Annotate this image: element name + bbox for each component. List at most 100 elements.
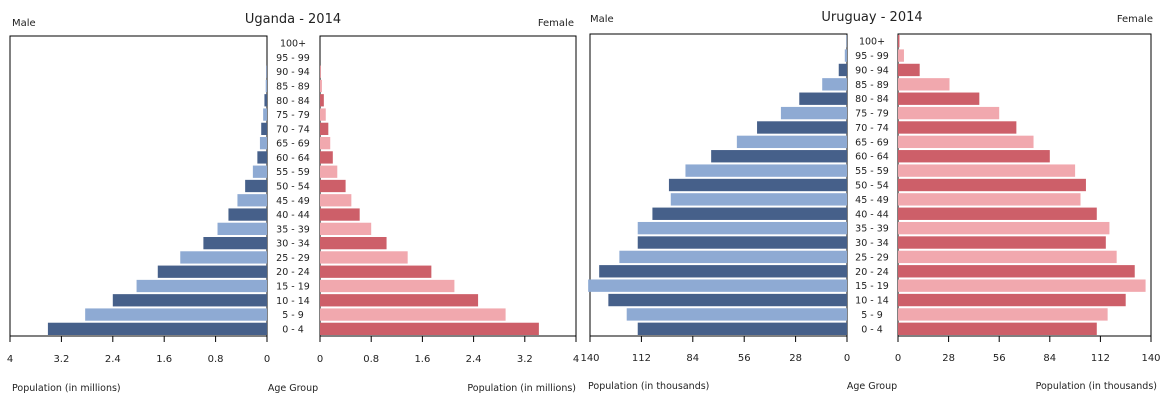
female-bar-5-9	[320, 308, 506, 321]
male-tick-label: 56	[738, 353, 751, 364]
male-bar-10-14	[608, 293, 847, 307]
male-bar-15-19	[136, 279, 267, 293]
age-group-label: 5 - 9	[861, 310, 883, 321]
right-axis-label: Population (in thousands)	[1036, 381, 1157, 392]
male-bar-80-84	[799, 92, 847, 105]
male-bar-55-59	[252, 165, 267, 178]
male-bar-30-34	[203, 237, 267, 250]
female-bar-85-89	[898, 78, 950, 91]
left-axis-label: Population (in thousands)	[588, 381, 709, 392]
age-group-label: 55 - 59	[855, 166, 889, 177]
age-group-label: 100+	[859, 37, 885, 48]
age-group-label: 10 - 14	[855, 296, 889, 307]
male-bar-35-39	[217, 222, 267, 235]
age-group-label: 90 - 94	[276, 67, 310, 78]
female-tick-label: 1.6	[414, 354, 430, 365]
male-tick-label: 28	[789, 353, 802, 364]
female-bar-80-84	[898, 92, 980, 105]
female-bar-85-89	[320, 79, 322, 93]
male-bar-0-4	[47, 322, 267, 335]
female-bar-70-74	[320, 122, 329, 135]
male-tick-label: 1.6	[156, 354, 172, 365]
female-tick-label: 3.2	[517, 354, 533, 365]
male-bar-85-89	[265, 79, 267, 93]
male-bar-60-64	[257, 151, 267, 164]
female-bar-5-9	[898, 308, 1108, 321]
female-bar-10-14	[898, 293, 1126, 307]
age-group-label: 95 - 99	[276, 53, 310, 64]
female-bar-20-24	[898, 265, 1135, 278]
female-bar-35-39	[898, 221, 1110, 235]
age-group-label: 0 - 4	[282, 324, 304, 335]
female-bar-45-49	[320, 194, 352, 207]
age-group-label: 10 - 14	[276, 296, 310, 307]
age-group-label: 0 - 4	[861, 324, 883, 335]
female-bar-30-34	[898, 236, 1106, 249]
age-group-label: 30 - 34	[855, 238, 889, 249]
female-bar-40-44	[320, 208, 360, 221]
male-label: Male	[12, 18, 36, 29]
age-group-label: 35 - 39	[276, 224, 310, 235]
chart-title: Uganda - 2014	[245, 12, 341, 27]
age-group-label: 40 - 44	[855, 209, 889, 220]
age-group-label: 45 - 49	[855, 195, 889, 206]
age-group-label: 85 - 89	[855, 80, 889, 91]
age-group-label: 80 - 84	[855, 94, 889, 105]
female-label: Female	[1117, 14, 1153, 25]
female-bar-15-19	[898, 279, 1146, 292]
male-bar-20-24	[157, 265, 267, 278]
male-label: Male	[590, 14, 614, 25]
male-bar-15-19	[588, 279, 847, 292]
age-group-label: 70 - 74	[276, 124, 310, 135]
male-bar-30-34	[637, 236, 847, 249]
age-group-label: 50 - 54	[855, 181, 889, 192]
female-bar-30-34	[320, 237, 387, 250]
age-group-label: 85 - 89	[276, 82, 310, 93]
male-bar-65-69	[259, 137, 267, 150]
male-bar-5-9	[626, 308, 847, 321]
male-bar-10-14	[112, 294, 267, 307]
male-tick-label: 3.2	[53, 354, 69, 365]
female-bar-0-4	[898, 322, 1097, 335]
age-group-label: 5 - 9	[282, 310, 304, 321]
female-bar-55-59	[898, 164, 1076, 177]
female-bar-100	[898, 35, 900, 48]
female-bar-40-44	[898, 207, 1097, 220]
male-tick-label: 84	[686, 353, 699, 364]
male-tick-label: 140	[580, 353, 599, 364]
female-bar-55-59	[320, 165, 338, 178]
female-tick-label: 0	[895, 353, 901, 364]
right-axis-label: Population (in millions)	[467, 383, 576, 394]
left-axis-label: Population (in millions)	[12, 383, 121, 394]
uruguay-chart: Uruguay - 2014 Male Female 100+ 95 - 99 90 - …	[580, 10, 1160, 392]
female-bar-75-79	[898, 106, 1000, 120]
age-group-label: 35 - 39	[855, 224, 889, 235]
male-bar-0-4	[637, 322, 847, 335]
age-group-label: 60 - 64	[276, 153, 310, 164]
female-tick-label: 2.4	[466, 354, 482, 365]
male-bar-35-39	[637, 221, 847, 235]
age-group-label: 25 - 29	[276, 253, 310, 264]
age-group-label: 95 - 99	[855, 51, 889, 62]
chart-title: Uruguay - 2014	[821, 10, 922, 25]
female-tick-label: 28	[942, 353, 955, 364]
female-bar-65-69	[320, 137, 331, 150]
male-bar-25-29	[619, 250, 847, 264]
male-bar-95-99	[844, 49, 847, 62]
female-bar-10-14	[320, 294, 479, 307]
male-bar-50-54	[245, 179, 267, 193]
uganda-chart: Uganda - 2014 Male Female 100+ 95 - 99 90 - 9…	[7, 12, 579, 394]
age-group-label: 25 - 29	[855, 252, 889, 263]
male-bar-40-44	[228, 208, 267, 221]
female-bar-35-39	[320, 222, 372, 235]
male-bar-80-84	[264, 94, 267, 107]
female-tick-label: 56	[993, 353, 1006, 364]
male-bar-45-49	[237, 194, 267, 207]
male-bar-60-64	[711, 150, 847, 163]
female-bar-25-29	[898, 250, 1117, 264]
age-group-label: 40 - 44	[276, 210, 310, 221]
female-tick-label: 140	[1141, 353, 1160, 364]
male-bar-65-69	[736, 135, 847, 149]
age-group-label: 90 - 94	[855, 65, 889, 76]
